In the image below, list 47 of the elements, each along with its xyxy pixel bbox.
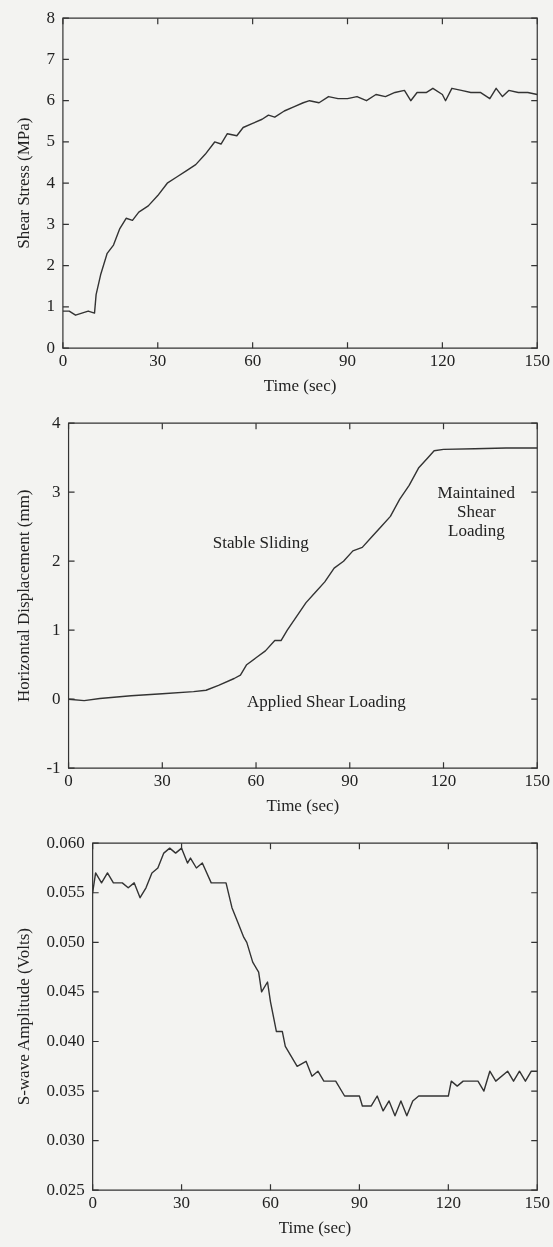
x-tick-label: 120: [429, 350, 456, 370]
y-tick-label: 6: [46, 90, 55, 110]
x-tick-label: 30: [149, 350, 167, 370]
annotation: Maintained Shear Loading: [437, 483, 516, 541]
x-tick-label: 90: [350, 1192, 368, 1212]
x-tick-label: 60: [247, 770, 265, 790]
y-tick-label: 5: [46, 131, 55, 151]
y-tick-label: 0.055: [46, 882, 85, 902]
y-tick-label: 0: [52, 688, 61, 708]
y-tick-label: 0.030: [46, 1130, 85, 1150]
y-tick-label: 1: [46, 296, 55, 316]
y-tick-label: 0.060: [46, 832, 85, 852]
x-tick-label: 120: [430, 770, 457, 790]
y-axis-title: Shear Stress (MPa): [13, 117, 33, 249]
x-tick-label: 60: [244, 350, 262, 370]
y-tick-label: 0.025: [46, 1179, 85, 1199]
y-tick-label: 0.035: [46, 1080, 85, 1100]
y-tick-label: 7: [46, 48, 56, 68]
y-tick-label: 0.045: [46, 981, 85, 1001]
x-tick-label: 150: [524, 350, 550, 370]
x-tick-label: 120: [435, 1192, 462, 1212]
annotation: Applied Shear Loading: [247, 692, 407, 712]
y-tick-label: -1: [46, 757, 61, 777]
y-tick-label: 3: [52, 481, 61, 501]
y-axis-title: Horizontal Displacement (mm): [13, 489, 33, 702]
y-tick-label: 0: [46, 337, 55, 357]
x-axis-title: Time (sec): [278, 1218, 352, 1238]
y-axis-title: S-wave Amplitude (Volts): [13, 928, 33, 1106]
y-tick-label: 2: [52, 550, 61, 570]
x-axis-title: Time (sec): [263, 376, 337, 396]
annotation: Stable Sliding: [212, 533, 310, 553]
x-tick-label: 30: [173, 1192, 191, 1212]
y-tick-label: 0.050: [46, 931, 85, 951]
y-tick-label: 4: [46, 172, 56, 192]
y-tick-label: 8: [46, 7, 55, 27]
x-tick-label: 90: [339, 350, 357, 370]
y-tick-label: 0.040: [46, 1030, 85, 1050]
y-tick-label: 2: [46, 255, 55, 275]
x-tick-label: 30: [153, 770, 171, 790]
y-tick-label: 1: [52, 619, 61, 639]
x-tick-label: 150: [524, 1192, 550, 1212]
x-axis-title: Time (sec): [266, 796, 340, 816]
x-tick-label: 60: [261, 1192, 279, 1212]
x-tick-label: 90: [341, 770, 359, 790]
y-tick-label: 4: [52, 412, 62, 432]
y-tick-label: 3: [46, 213, 55, 233]
x-tick-label: 150: [524, 770, 550, 790]
